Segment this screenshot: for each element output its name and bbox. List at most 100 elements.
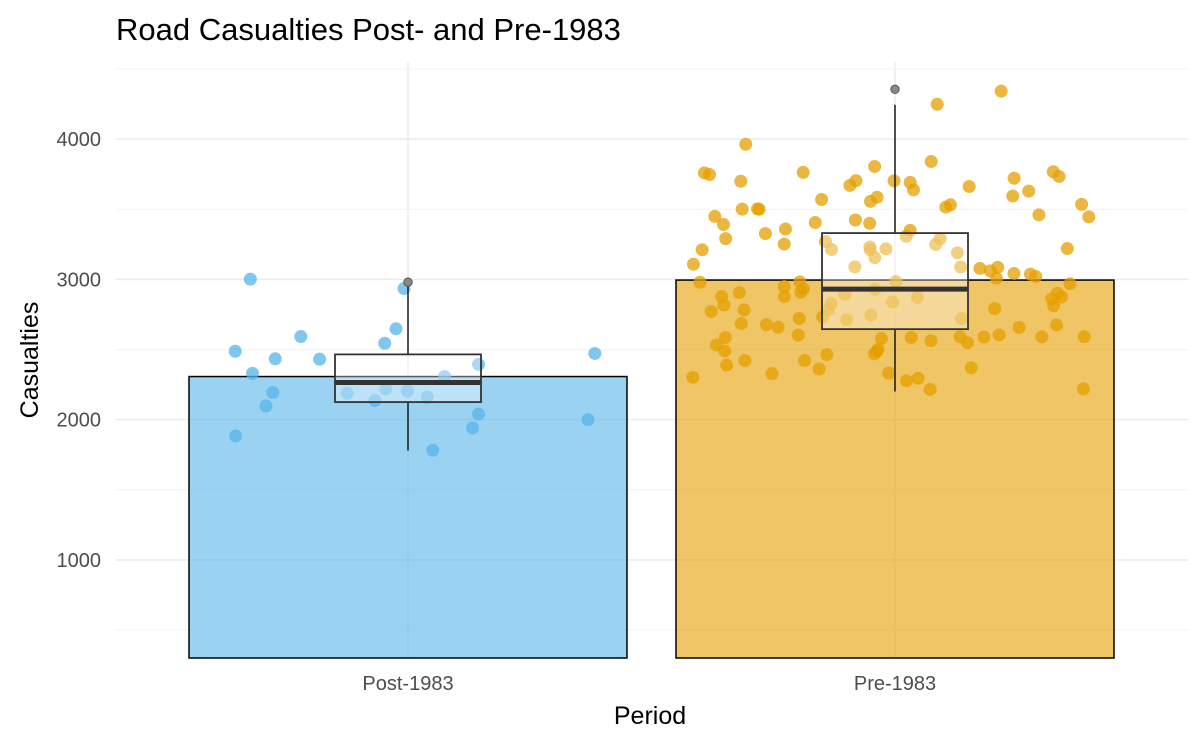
- data-point: [708, 209, 722, 223]
- data-point: [1035, 330, 1049, 344]
- data-point: [268, 352, 282, 366]
- data-point: [1032, 208, 1046, 222]
- data-point: [697, 166, 711, 180]
- data-point: [1023, 267, 1037, 281]
- data-point: [718, 331, 732, 345]
- data-point: [420, 390, 434, 404]
- data-point: [962, 179, 976, 193]
- data-point: [735, 202, 749, 216]
- data-point: [426, 443, 440, 457]
- x-axis-title: Period: [614, 702, 686, 730]
- outlier-point: [890, 84, 900, 95]
- data-point: [588, 346, 602, 360]
- data-point: [943, 198, 957, 212]
- data-point: [930, 97, 944, 111]
- data-point: [868, 159, 882, 173]
- data-point: [758, 227, 772, 241]
- data-point: [738, 354, 752, 368]
- data-point: [879, 242, 893, 256]
- data-point: [954, 260, 968, 274]
- bars: [188, 279, 1115, 659]
- data-point: [792, 311, 806, 325]
- data-point: [368, 394, 382, 408]
- data-point: [1007, 266, 1021, 280]
- data-point: [686, 370, 700, 384]
- data-point: [791, 328, 805, 342]
- data-point: [1077, 330, 1091, 344]
- data-point: [812, 362, 826, 376]
- data-point: [294, 330, 308, 344]
- data-point: [229, 429, 243, 443]
- box-iqr: [821, 232, 969, 331]
- data-point: [950, 246, 964, 260]
- box-iqr: [334, 353, 482, 403]
- data-point: [734, 174, 748, 188]
- data-point: [796, 165, 810, 179]
- data-point: [400, 384, 414, 398]
- data-point: [719, 232, 733, 246]
- data-point: [759, 318, 773, 332]
- data-point: [964, 361, 978, 375]
- data-point: [904, 331, 918, 345]
- y-tick-label: 1000: [57, 550, 102, 572]
- data-point: [693, 275, 707, 289]
- data-point: [777, 280, 791, 294]
- data-point: [266, 385, 280, 399]
- data-point: [988, 302, 1002, 316]
- data-point: [961, 336, 975, 350]
- data-point: [808, 216, 822, 230]
- data-point: [906, 183, 920, 197]
- data-point: [472, 407, 486, 421]
- chart-title: Road Casualties Post- and Pre-1983: [116, 12, 621, 47]
- data-point: [824, 297, 838, 311]
- data-point: [848, 260, 862, 274]
- data-point: [867, 347, 881, 361]
- data-point: [820, 348, 834, 362]
- data-point: [848, 213, 862, 227]
- data-point: [843, 178, 857, 192]
- data-point: [378, 336, 392, 350]
- data-point: [1060, 242, 1074, 256]
- data-point: [750, 202, 764, 216]
- x-tick-label: Pre-1983: [854, 673, 936, 695]
- x-tick-label: Post-1983: [362, 673, 453, 695]
- data-point: [874, 332, 888, 346]
- data-point: [1006, 189, 1020, 203]
- data-point: [581, 413, 595, 427]
- data-point: [732, 286, 746, 300]
- data-point: [900, 374, 914, 388]
- data-point: [1007, 171, 1021, 185]
- data-point: [863, 216, 877, 230]
- data-point: [973, 261, 987, 275]
- data-point: [1063, 277, 1077, 291]
- boxplots: [334, 84, 969, 451]
- data-point: [686, 257, 700, 271]
- data-point: [954, 312, 968, 326]
- data-point: [1050, 318, 1064, 332]
- data-point: [992, 328, 1006, 342]
- y-tick-labels: 1000 2000 3000 4000: [57, 129, 102, 572]
- data-point: [886, 295, 900, 309]
- data-point: [765, 367, 779, 381]
- outlier-point: [403, 277, 413, 287]
- data-point: [889, 274, 903, 288]
- data-point: [737, 303, 751, 317]
- data-point: [718, 344, 732, 358]
- data-point: [438, 369, 452, 383]
- data-point: [864, 308, 878, 322]
- data-point: [1052, 169, 1066, 183]
- data-point: [977, 330, 991, 344]
- data-point: [1022, 184, 1036, 198]
- data-point: [340, 386, 354, 400]
- data-point: [228, 344, 242, 358]
- data-point: [983, 264, 997, 278]
- data-point: [778, 222, 792, 236]
- data-point: [840, 313, 854, 327]
- data-point: [379, 382, 393, 396]
- data-point: [313, 352, 327, 366]
- y-tick-label: 3000: [57, 269, 102, 291]
- data-point: [246, 366, 260, 380]
- data-point: [910, 290, 924, 304]
- data-point: [798, 354, 812, 368]
- data-point: [870, 190, 884, 204]
